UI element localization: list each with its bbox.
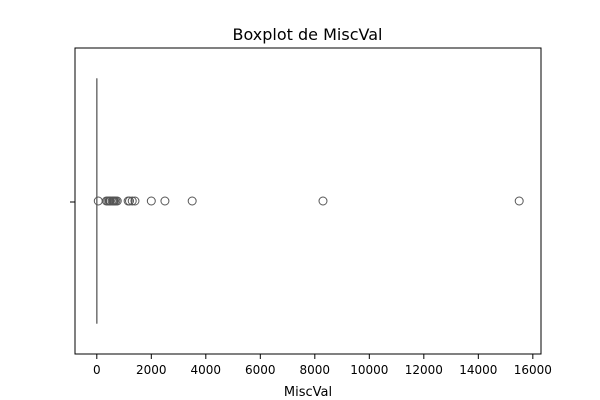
outlier-point [146, 196, 156, 206]
plot-frame [74, 47, 542, 355]
outlier-point [130, 196, 140, 206]
outlier-point [125, 196, 135, 206]
x-tick-label: 12000 [405, 363, 443, 377]
outlier-point [187, 196, 197, 206]
x-tick-label: 8000 [300, 363, 331, 377]
outlier-point [112, 196, 122, 206]
x-axis-label: MiscVal [284, 385, 332, 400]
x-tick-label: 2000 [136, 363, 167, 377]
outlier-point [160, 196, 170, 206]
x-tick-label: 4000 [191, 363, 222, 377]
outlier-point [93, 196, 103, 206]
outlier-point [127, 196, 137, 206]
x-tick-label: 14000 [459, 363, 497, 377]
x-tick-label: 10000 [350, 363, 388, 377]
x-axis: 0 2000 4000 6000 8000 10000 12000 14000 16000 [93, 354, 552, 377]
x-tick-label: 6000 [245, 363, 276, 377]
x-tick-label: 16000 [514, 363, 552, 377]
outlier-point [514, 196, 524, 206]
chart-title: Boxplot de MiscVal [233, 25, 383, 44]
outlier-point [318, 196, 328, 206]
x-tick-label: 0 [93, 363, 101, 377]
chart-marks [93, 78, 524, 324]
